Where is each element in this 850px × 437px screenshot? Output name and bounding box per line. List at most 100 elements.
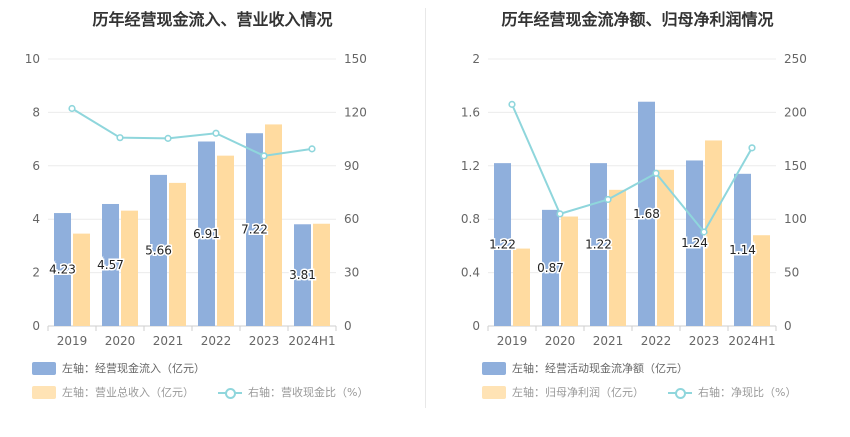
y-right-tick-label: 60 [344,212,359,226]
panel-divider [425,8,426,408]
legend-swatch [218,386,242,399]
x-tick-label: 2021 [153,334,184,348]
chart-panel-cashflow-revenue: 历年经营现金流入、营业收入情况 0 2 4 6 8 10 0 30 60 90 120 150 2019… [25,10,369,400]
bar-primary [246,133,263,326]
bar-secondary [217,155,234,326]
legend-swatch [482,361,506,375]
legend-item[interactable]: 右轴：净现比（%） [668,384,796,400]
bar-data-label: 1.68 [633,207,660,221]
bar-data-label: 7.22 [241,223,268,237]
chart-canvas: 0 2 4 6 8 10 0 30 60 90 120 150 2019 2020 2021 2022 2023… [25,52,367,348]
line-point [604,195,612,204]
y-left-tick-label: 2 [472,52,480,66]
legend-label: 左轴：归母净利润（亿元） [512,386,644,399]
y-right-tick-label: 150 [784,159,807,173]
bar-secondary [313,223,330,326]
y-left-tick-label: 1.2 [461,159,480,173]
legend-label: 右轴：营收现金比（%） [248,386,369,399]
x-tick-label: 2020 [105,334,136,348]
y-right-tick-label: 0 [344,319,352,333]
y-left-tick-label: 0.4 [461,266,480,280]
bar-data-label: 1.14 [729,243,756,257]
chart-panel-netcash-profit: 历年经营现金流净额、归母净利润情况 0 0.4 0.8 1.2 1.6 2 0 50 100 15… [425,0,850,437]
bar-secondary [73,233,90,326]
bar-data-label: 4.57 [97,258,124,272]
bar-primary [150,174,167,326]
legend-swatch [32,361,56,375]
y-left-tick-label: 6 [32,159,40,173]
line-series [511,103,753,234]
bar-secondary [609,189,626,326]
y-right-tick-label: 50 [784,266,799,280]
line-point [164,134,172,142]
x-tick-label: 2023 [689,334,720,348]
y-left-tick-label: 0 [472,319,480,333]
x-tick-label: 2019 [57,334,88,348]
bar-data-label: 3.81 [289,268,316,282]
y-left-tick-label: 0.8 [461,212,480,226]
bar-primary [494,163,511,326]
x-tick-label: 2024H1 [288,334,335,348]
line-point [508,100,516,108]
y-right-tick-label: 0 [784,319,792,333]
bar-primary [734,173,751,326]
y-right-tick-label: 250 [784,52,807,66]
bar-secondary [513,248,530,326]
x-tick-label: 2023 [249,334,280,348]
line-point [308,145,316,153]
bar-data-label: 1.22 [585,238,612,252]
legend-item[interactable]: 左轴：营业总收入（亿元） [32,384,194,400]
x-tick-label: 2019 [497,334,528,348]
bar-secondary [121,210,138,326]
y-left-tick-label: 4 [32,212,40,226]
bar-data-label: 5.66 [145,243,172,257]
bar-data-label: 0.87 [537,261,564,275]
bar-primary [686,160,703,326]
legend-label: 右轴：净现比（%） [698,386,797,399]
y-left-tick-label: 2 [32,266,40,280]
bar-primary [638,101,655,326]
bar-secondary [265,124,282,326]
line-point [556,210,564,218]
y-left-tick-label: 0 [32,319,40,333]
bar-primary [198,141,215,326]
y-left-tick-label: 10 [25,52,40,66]
bar-data-label: 6.91 [193,227,220,241]
bar-primary [102,203,119,326]
legend-item[interactable]: 左轴：经营现金流入（亿元） [32,360,205,376]
legend-label: 左轴：经营现金流入（亿元） [62,362,205,375]
line-point [652,169,660,177]
legend-swatch [482,385,506,399]
bar-data-label: 1.22 [489,238,516,252]
y-right-tick-label: 30 [344,266,359,280]
y-right-tick-label: 200 [784,105,807,119]
y-right-tick-label: 90 [344,159,359,173]
chart-title: 历年经营现金流入、营业收入情况 [92,10,333,29]
line-point [68,104,76,113]
x-tick-label: 2022 [201,334,232,348]
bar-secondary [705,140,722,326]
line-point [748,144,756,152]
chart-canvas: 0 0.4 0.8 1.2 1.6 2 0 50 100 150 200 250 2019 2020 202… [461,52,807,348]
legend-item[interactable]: 左轴：归母净利润（亿元） [482,384,644,400]
bar-data-label: 4.23 [49,263,76,277]
x-tick-label: 2020 [545,334,576,348]
y-right-tick-label: 150 [344,52,367,66]
y-left-tick-label: 8 [32,105,40,119]
bar-secondary [753,235,770,326]
bar-primary [294,224,311,326]
line-point [700,228,708,236]
bar-data-label: 1.24 [681,236,708,250]
line-series [71,107,313,157]
legend-label: 左轴：经营活动现金流净额（亿元） [512,362,688,375]
line-point [260,152,268,160]
y-right-tick-label: 120 [344,105,367,119]
legend-item[interactable]: 左轴：经营活动现金流净额（亿元） [482,360,688,376]
line-point [116,134,124,142]
legend-item[interactable]: 右轴：营收现金比（%） [218,384,368,400]
x-tick-label: 2022 [641,334,672,348]
x-tick-label: 2024H1 [728,334,775,348]
bar-secondary [657,169,674,326]
legend-label: 左轴：营业总收入（亿元） [62,386,194,399]
y-left-tick-label: 1.6 [461,105,480,119]
